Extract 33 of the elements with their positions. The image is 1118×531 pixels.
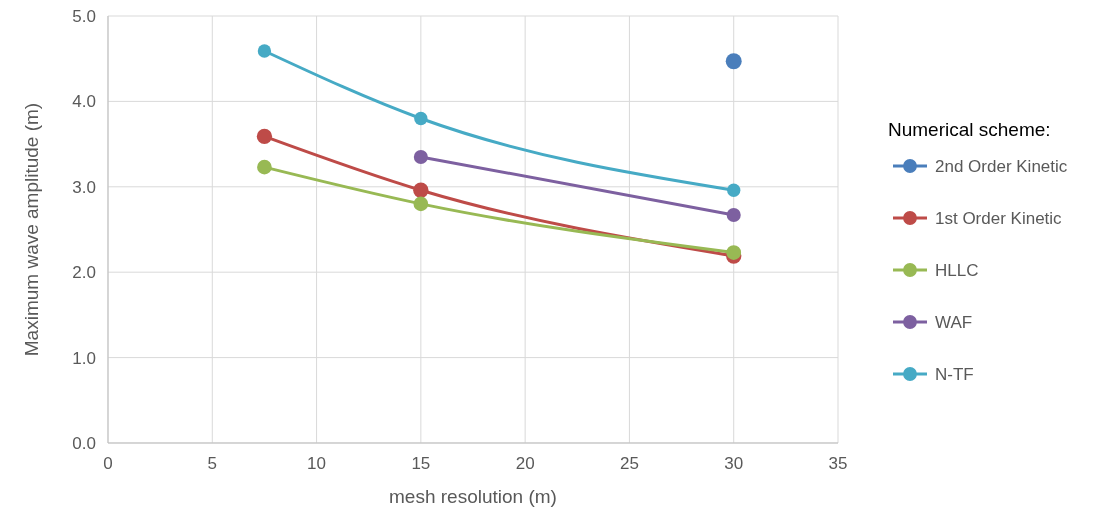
point [725,53,742,70]
point [413,182,429,198]
y-tick-label: 5.0 [72,7,96,26]
x-axis-title: mesh resolution (m) [389,486,557,507]
x-tick-label: 15 [411,454,431,473]
x-tick-label: 35 [828,454,848,473]
y-axis-title: Maximum wave amplitude (m) [21,102,42,357]
legend-label: HLLC [935,261,979,280]
point [413,149,428,164]
point [726,245,742,260]
y-tick-label: 4.0 [72,92,96,112]
x-tick-label: 25 [619,454,639,473]
x-tick-label: 20 [515,454,535,473]
legend-label: 2nd Order Kinetic [935,157,1068,176]
point [726,207,741,222]
legend-label: WAF [935,313,973,332]
point [414,111,428,126]
legend-label: N-TF [935,365,974,384]
point [256,128,273,145]
y-tick-label: 3.0 [72,177,96,197]
x-tick-label: 5 [207,454,218,473]
legend-title: Numerical scheme: [888,119,1051,140]
point [257,44,272,58]
y-tick-label: 1.0 [72,348,96,368]
point [727,183,741,197]
point [413,196,429,212]
legend-label: 1st Order Kinetic [935,209,1063,228]
point [257,159,272,175]
y-tick-label: 2.0 [72,263,96,283]
x-tick-label: 10 [307,454,327,473]
x-tick-label: 30 [724,454,744,473]
x-tick-label: 0 [103,454,113,473]
y-tick-label: 0.0 [72,434,96,453]
